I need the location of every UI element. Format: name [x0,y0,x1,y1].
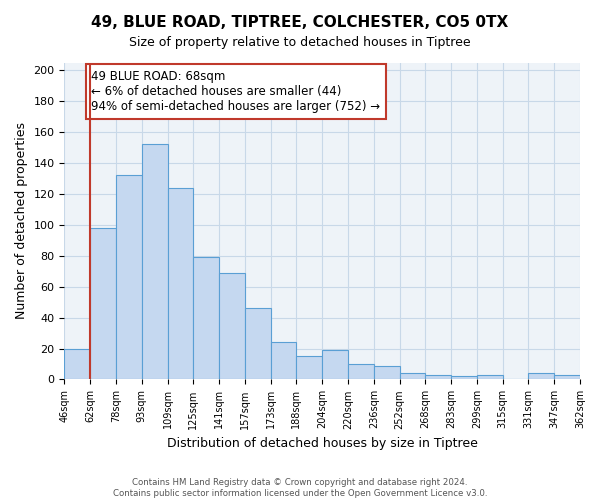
Bar [529,374,554,380]
Text: Contains HM Land Registry data © Crown copyright and database right 2024.
Contai: Contains HM Land Registry data © Crown c… [113,478,487,498]
Bar [477,375,503,380]
Text: 49, BLUE ROAD, TIPTREE, COLCHESTER, CO5 0TX: 49, BLUE ROAD, TIPTREE, COLCHESTER, CO5 … [91,15,509,30]
Bar [90,228,116,380]
Text: 49 BLUE ROAD: 68sqm
← 6% of detached houses are smaller (44)
94% of semi-detache: 49 BLUE ROAD: 68sqm ← 6% of detached hou… [91,70,380,113]
Bar [116,176,142,380]
Bar [219,273,245,380]
Bar [64,348,90,380]
Bar [451,376,477,380]
X-axis label: Distribution of detached houses by size in Tiptree: Distribution of detached houses by size … [167,437,478,450]
Bar [142,144,167,380]
Text: Size of property relative to detached houses in Tiptree: Size of property relative to detached ho… [129,36,471,49]
Bar [425,375,451,380]
Bar [322,350,348,380]
Bar [271,342,296,380]
Bar [400,374,425,380]
Bar [348,364,374,380]
Bar [374,366,400,380]
Bar [167,188,193,380]
Bar [554,375,580,380]
Bar [193,258,219,380]
Bar [296,356,322,380]
Bar [245,308,271,380]
Y-axis label: Number of detached properties: Number of detached properties [15,122,28,320]
